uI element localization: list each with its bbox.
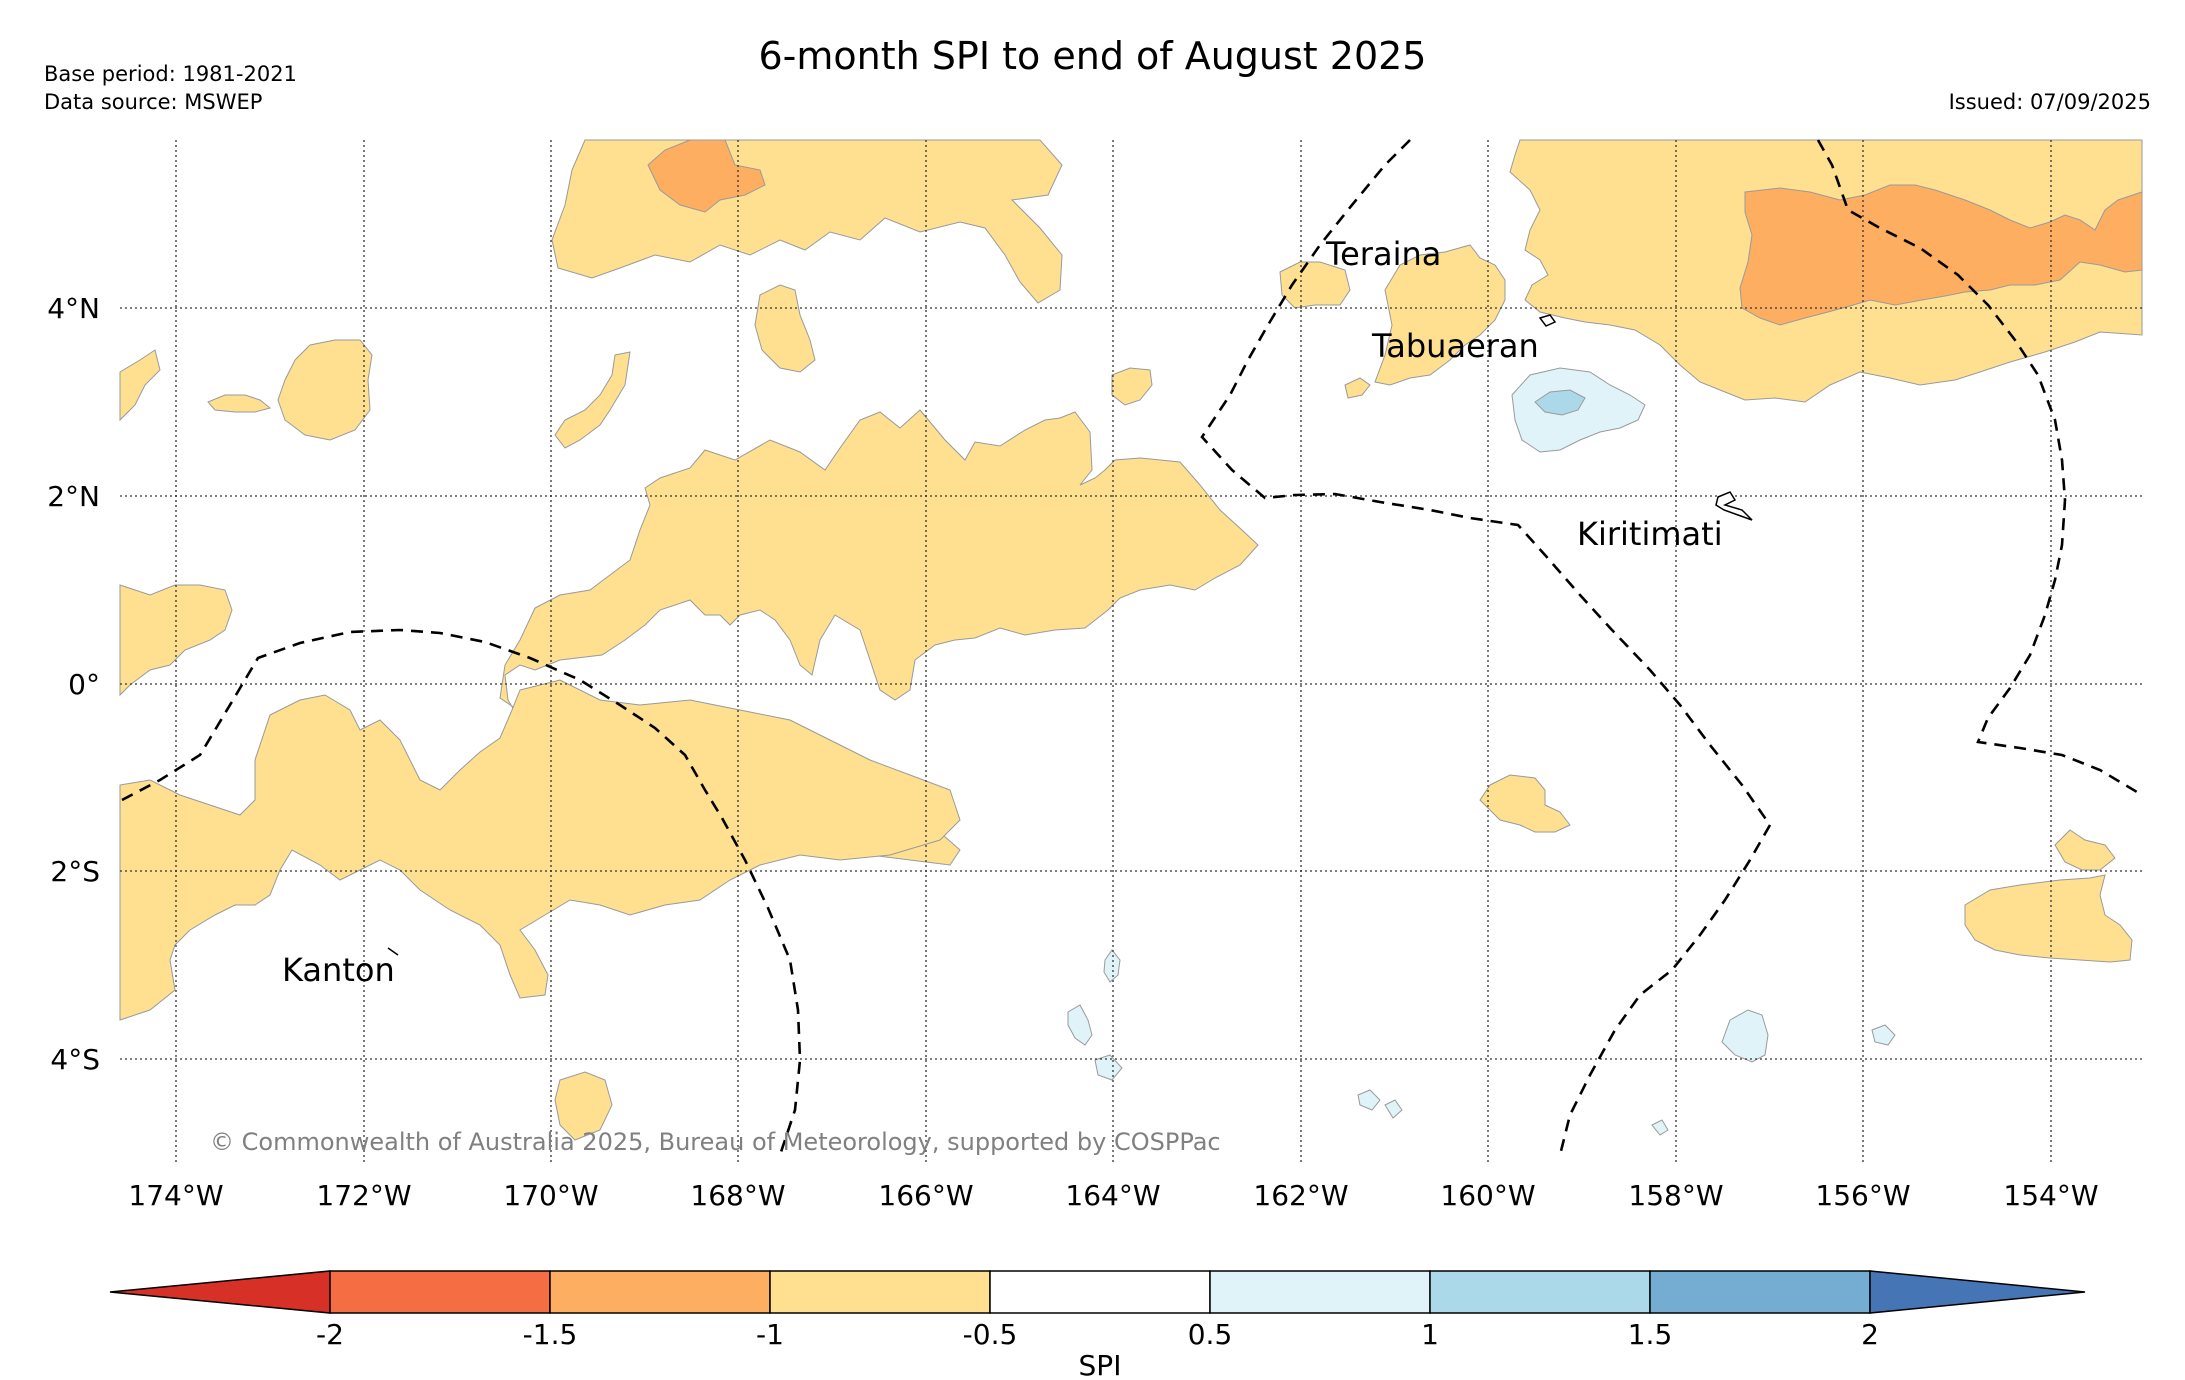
colorbar-extend-low	[109, 1270, 331, 1314]
lat-label-4s: 4°S	[50, 1043, 100, 1076]
wet-light-south-7	[1871, 1024, 1896, 1046]
dry-region-teraina	[1279, 261, 1351, 309]
dry-region-south-central	[554, 1071, 613, 1141]
eez-boundaries	[121, 139, 2143, 1156]
lat-label-2s: 2°S	[50, 855, 100, 888]
graticule	[120, 140, 2142, 1163]
colorbar-tick-label: -1	[756, 1318, 784, 1351]
colorbar-swatch-7	[1649, 1270, 1871, 1314]
dry-region-tabuaeran	[1374, 244, 1506, 386]
island-outlines	[387, 314, 1753, 956]
dry-region-nw-blob	[277, 339, 373, 441]
place-label-kanton: Kanton	[282, 951, 395, 989]
colorbar-ticks: -2 -1.5 -1 -0.5 0.5 1 1.5 2	[316, 1318, 1879, 1351]
dry-region-central-south	[119, 679, 961, 1021]
colorbar-tick-label: 2	[1861, 1318, 1879, 1351]
dry-region-east-south-small	[2054, 829, 2116, 871]
colorbar-tick-label: 1.5	[1628, 1318, 1673, 1351]
lat-label-0: 0°	[68, 668, 100, 701]
wet-light-south-6	[1721, 1009, 1769, 1063]
eez-boundary-line-islands-north	[1200, 139, 1772, 1156]
map-panel: Teraina Tabuaeran Kiritimati Kanton © Co…	[119, 139, 2143, 1163]
dry-moderate-north-central	[647, 139, 766, 213]
wet-moderate-kiritimati-north	[1534, 389, 1586, 416]
lon-label-158w: 158°W	[1628, 1179, 1723, 1212]
lon-label-166w: 166°W	[878, 1179, 973, 1212]
place-label-tabuaeran: Tabuaeran	[1371, 327, 1539, 365]
colorbar: -2 -1.5 -1 -0.5 0.5 1 1.5 2 SPI	[109, 1270, 2086, 1380]
wet-light-south-4	[1357, 1089, 1381, 1111]
place-labels: Teraina Tabuaeran Kiritimati Kanton	[282, 235, 1723, 989]
copyright-notice: © Commonwealth of Australia 2025, Bureau…	[210, 1128, 1221, 1156]
dry-region-mid-north-blob	[754, 284, 816, 373]
dry-region-mid-north-small	[1111, 367, 1153, 406]
wet-light-south-2	[1067, 1004, 1093, 1046]
eez-boundary-phoenix	[121, 628, 802, 1156]
dry-region-east-mid	[1479, 774, 1571, 833]
colorbar-swatch-5	[1209, 1270, 1431, 1314]
tabuaeran-island-outline	[1538, 314, 1557, 327]
colorbar-swatch-1	[329, 1270, 551, 1314]
eez-boundary-line-islands-east	[1816, 139, 2143, 797]
dry-region-east-south	[1964, 874, 2133, 963]
spi-wet-moderate-regions	[1534, 389, 1586, 416]
lon-label-154w: 154°W	[2003, 1179, 2098, 1212]
place-label-teraina: Teraina	[1325, 235, 1441, 273]
dry-moderate-north-east	[1739, 184, 2143, 326]
lon-label-168w: 168°W	[690, 1179, 785, 1212]
lat-label-4n: 4°N	[47, 292, 100, 325]
dry-region-west-north	[119, 349, 161, 422]
lon-label-174w: 174°W	[128, 1179, 223, 1212]
colorbar-swatch-6	[1429, 1270, 1651, 1314]
wet-light-south-8	[1651, 1119, 1669, 1136]
kanton-island-outline	[387, 947, 399, 956]
longitude-labels: 174°W 172°W 170°W 168°W 166°W 164°W 162°…	[128, 1179, 2098, 1212]
lon-label-162w: 162°W	[1253, 1179, 1348, 1212]
lon-label-172w: 172°W	[316, 1179, 411, 1212]
lon-label-164w: 164°W	[1065, 1179, 1160, 1212]
colorbar-extend-high	[1869, 1270, 2086, 1314]
lon-label-160w: 160°W	[1440, 1179, 1535, 1212]
colorbar-swatch-3	[769, 1270, 991, 1314]
lon-label-156w: 156°W	[1815, 1179, 1910, 1212]
colorbar-swatch-2	[549, 1270, 771, 1314]
colorbar-label: SPI	[1079, 1349, 1122, 1380]
lon-label-170w: 170°W	[503, 1179, 598, 1212]
colorbar-tick-label: -0.5	[963, 1318, 1018, 1351]
dry-region-small-nw	[207, 394, 272, 413]
issued-date: Issued: 07/09/2025	[1948, 90, 2151, 114]
kiritimati-island-outline	[1715, 491, 1753, 521]
colorbar-tick-label: -2	[316, 1318, 344, 1351]
data-source-note: Data source: MSWEP	[44, 90, 263, 114]
latitude-labels: 4°N 2°N 0° 2°S 4°S	[47, 292, 100, 1076]
lat-label-2n: 2°N	[47, 480, 100, 513]
place-label-kiritimati: Kiritimati	[1577, 515, 1723, 553]
colorbar-tick-label: 0.5	[1188, 1318, 1233, 1351]
base-period-note: Base period: 1981-2021	[44, 62, 297, 86]
wet-light-south-1	[1103, 949, 1121, 983]
colorbar-swatch-4	[989, 1270, 1211, 1314]
map-title: 6-month SPI to end of August 2025	[758, 34, 1427, 78]
colorbar-tick-label: 1	[1421, 1318, 1439, 1351]
spi-dry-moderate-regions	[647, 139, 2143, 326]
colorbar-tick-label: -1.5	[523, 1318, 578, 1351]
dry-region-tabuaeran-small	[1344, 377, 1371, 399]
dry-region-mid-north-arc	[554, 351, 631, 449]
wet-light-south-3	[1094, 1054, 1123, 1081]
wet-light-south-5	[1384, 1099, 1403, 1119]
